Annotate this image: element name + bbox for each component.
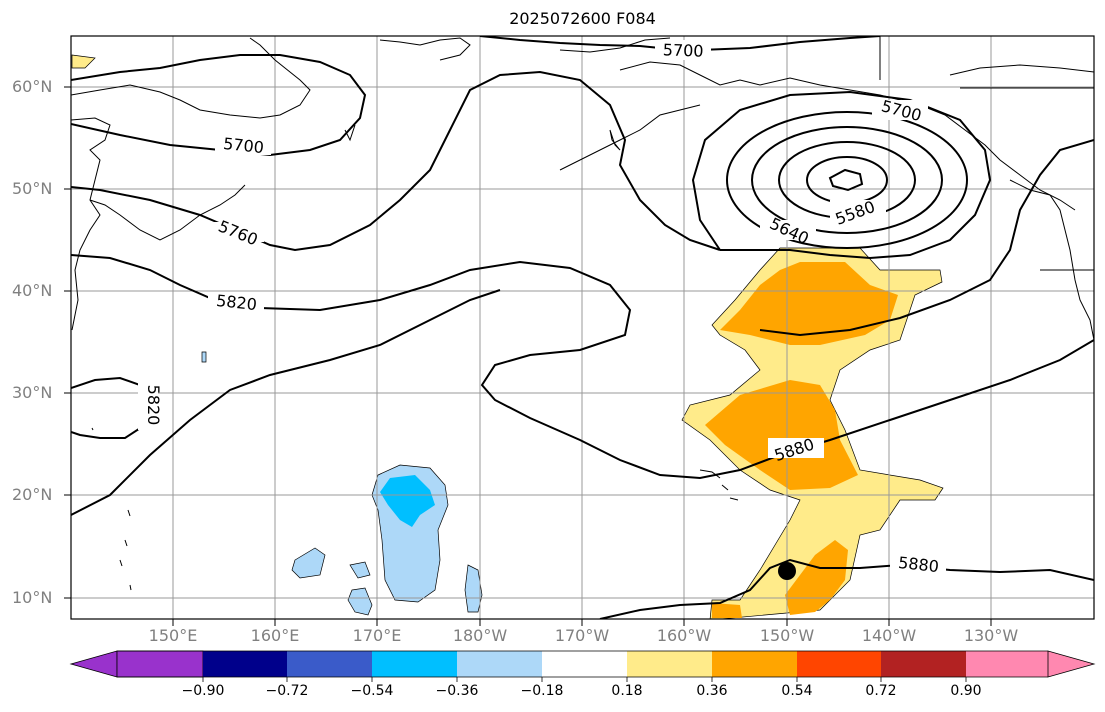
gridlines (71, 36, 1094, 619)
lon-label: 180°W (452, 626, 508, 645)
colorbar-segment (116, 650, 204, 678)
lat-label: 60°N (12, 77, 53, 96)
lat-label: 10°N (12, 588, 53, 607)
contour-label: 5820 (144, 385, 163, 426)
colorbar-tick-label: 0.54 (781, 683, 813, 699)
colorbar-segment (966, 651, 1048, 677)
contour-label: 5700 (222, 134, 264, 157)
contour-label: 5880 (897, 553, 939, 576)
lat-label: 50°N (12, 179, 53, 198)
lon-label: 160°E (250, 626, 300, 645)
lat-label: 30°N (12, 383, 53, 402)
contour-label: 5700 (663, 40, 704, 60)
lon-label: 160°W (656, 626, 712, 645)
lon-label: 150°W (759, 626, 815, 645)
colorbar-tick-label: 0.18 (611, 683, 643, 699)
colorbar (69, 650, 1096, 682)
height-contours (71, 36, 1094, 619)
lon-label: 140°W (861, 626, 917, 645)
colorbar-segment (627, 651, 712, 677)
colorbar-segment (457, 651, 542, 677)
colorbar-tick-label: 0.72 (865, 683, 897, 699)
colorbar-tick-label: −0.72 (265, 683, 309, 699)
colorbar-tick-label: −0.54 (350, 683, 394, 699)
colorbar-segment (287, 651, 372, 677)
colorbar-segment (542, 651, 627, 677)
colorbar-tick-label: −0.18 (520, 683, 564, 699)
lon-label: 170°W (554, 626, 610, 645)
colorbar-tick-label: −0.90 (181, 683, 225, 699)
lon-label: 150°E (148, 626, 198, 645)
lat-label: 40°N (12, 281, 53, 300)
colorbar-segment (797, 651, 881, 677)
lon-label: 170°E (352, 626, 402, 645)
positive-anomaly-medium (705, 262, 898, 618)
colorbar-tick-label: 0.90 (950, 683, 982, 699)
contour-label: 5820 (215, 291, 257, 314)
colorbar-segment (712, 651, 797, 677)
colorbar-extend-max (1047, 650, 1096, 678)
colorbar-segment (881, 651, 966, 677)
colorbar-extend-min (69, 650, 118, 678)
map-title: 2025072600 F084 (509, 9, 656, 28)
colorbar-tick-label: 0.36 (696, 683, 728, 699)
lat-label: 20°N (12, 485, 53, 504)
colorbar-segment (372, 651, 457, 677)
contour-label-boxes (138, 40, 946, 575)
colorbar-tick-label: −0.36 (435, 683, 479, 699)
storm-center-marker (778, 562, 796, 580)
lon-label: 130°W (963, 626, 1019, 645)
negative-anomaly-medium (380, 475, 435, 527)
colorbar-segment (203, 651, 287, 677)
axis-ticks (64, 86, 992, 626)
